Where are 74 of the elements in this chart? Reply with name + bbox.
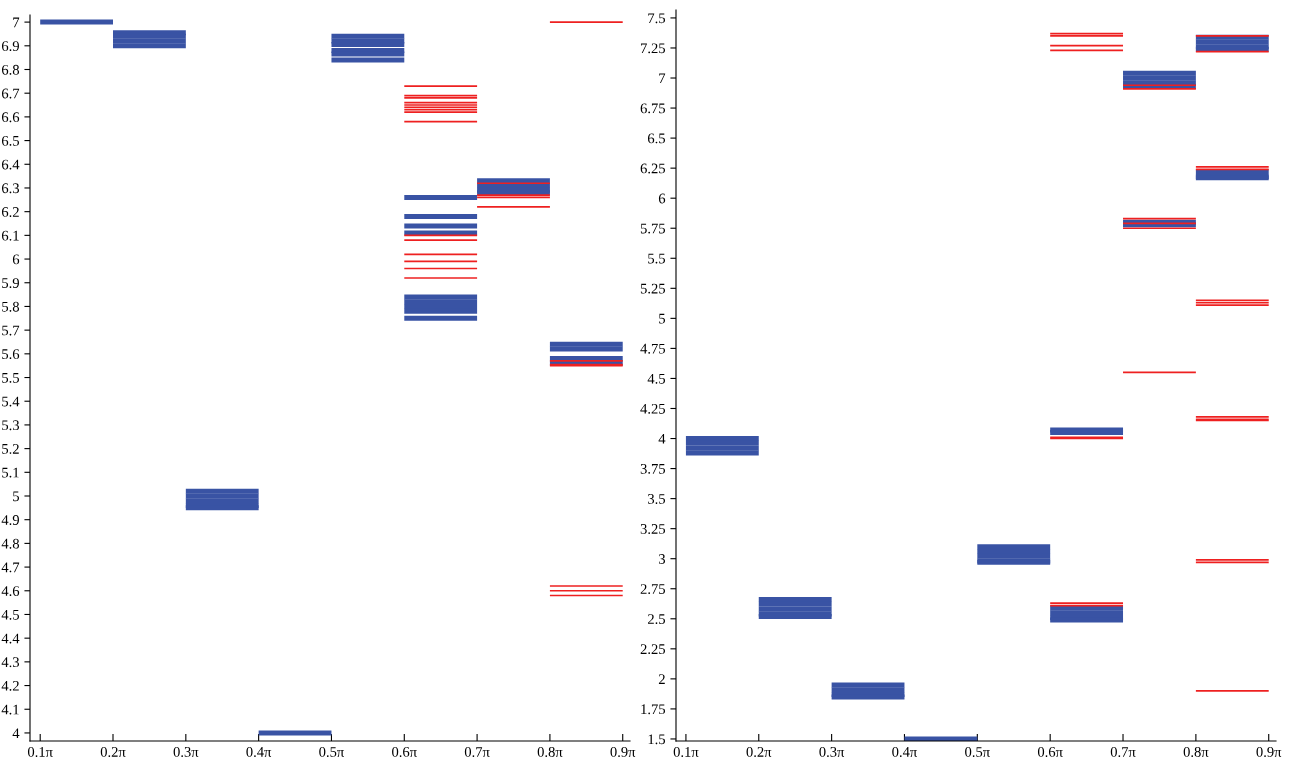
y-tick-label: 1.5 [648, 734, 666, 745]
y-tick-label: 4.1 [1, 704, 19, 715]
y-tick-label: 2.75 [640, 584, 666, 595]
y-tick-label: 6.25 [640, 163, 666, 174]
x-tick-label: 0.3π [173, 746, 199, 757]
x-tick-label: 0.4π [892, 746, 918, 757]
y-tick-label: 6.75 [640, 103, 666, 114]
y-tick-label: 6.2 [1, 207, 19, 217]
x-tick-label: 0.3π [819, 746, 845, 757]
y-tick-label: 6.3 [1, 183, 20, 194]
y-tick-label: 1.75 [641, 704, 666, 715]
y-tick-label: 5.5 [2, 373, 20, 383]
y-tick-label: 7 [659, 73, 666, 84]
x-tick-label: 0.5π [319, 746, 345, 757]
y-tick-label: 6.9 [1, 41, 19, 52]
y-tick-label: 3 [658, 554, 666, 564]
y-tick-label: 4.7 [1, 562, 20, 573]
y-tick-label: 4.6 [1, 586, 20, 597]
x-tick-label: 0.8π [537, 746, 563, 757]
y-tick-label: 6.6 [1, 112, 20, 123]
y-tick-label: 5.4 [2, 396, 20, 407]
y-tick-label: 6.5 [1, 135, 20, 146]
x-tick-label: 0.4π [246, 746, 272, 757]
x-tick-label: 0.2π [746, 746, 772, 757]
y-tick-label: 6.1 [1, 230, 19, 241]
y-tick-label: 6.4 [1, 159, 20, 170]
y-tick-label: 6.7 [1, 88, 20, 99]
x-tick-label: 0.2π [100, 746, 126, 757]
y-tick-label: 5 [13, 491, 20, 502]
x-tick-label: 0.5π [965, 746, 990, 757]
x-tick-label: 0.1π [27, 746, 53, 757]
y-tick-label: 5.7 [2, 325, 20, 336]
y-tick-label: 6 [12, 254, 20, 265]
y-tick-label: 3.25 [640, 524, 666, 534]
y-tick-label: 2.5 [647, 614, 666, 625]
y-tick-label: 5.75 [640, 223, 666, 234]
y-tick-label: 5.9 [2, 278, 19, 289]
y-tick-label: 4.5 [1, 609, 20, 620]
x-tick-label: 0.7π [464, 746, 490, 757]
y-tick-label: 4.3 [1, 657, 20, 668]
y-tick-label: 4 [12, 728, 20, 738]
y-tick-label: 3.75 [640, 463, 666, 474]
y-tick-label: 5.3 [2, 420, 20, 431]
x-tick-label: 0.6π [392, 746, 417, 757]
y-tick-label: 6 [658, 193, 666, 204]
y-tick-label: 5.25 [640, 283, 666, 294]
y-tick-label: 4.4 [1, 633, 20, 644]
y-tick-label: 7.5 [648, 13, 666, 24]
x-tick-label: 0.1π [673, 746, 699, 757]
x-tick-label: 0.7π [1110, 746, 1136, 757]
x-tick-label: 0.6π [1037, 746, 1063, 757]
y-tick-label: 4.8 [1, 538, 20, 549]
y-tick-label: 5.1 [2, 467, 19, 478]
y-tick-label: 2.25 [640, 644, 666, 655]
y-tick-label: 4.75 [640, 343, 666, 354]
y-tick-label: 5.2 [2, 444, 19, 454]
y-tick-label: 4.9 [1, 515, 19, 525]
y-tick-label: 5.8 [2, 301, 20, 312]
y-tick-label: 4.2 [1, 680, 19, 691]
y-tick-label: 5.5 [648, 253, 666, 264]
x-tick-label: 0.9π [1256, 746, 1282, 757]
y-tick-label: 6.8 [1, 64, 20, 75]
y-tick-label: 4.25 [640, 403, 666, 414]
y-tick-label: 5.6 [2, 349, 20, 360]
y-tick-label: 6.5 [647, 133, 666, 144]
x-tick-label: 0.9π [610, 746, 636, 757]
y-tick-label: 2 [658, 674, 665, 684]
y-tick-label: 4.5 [647, 373, 666, 384]
x-tick-label: 0.8π [1183, 746, 1209, 757]
y-tick-label: 7.25 [641, 43, 666, 54]
y-tick-label: 5 [659, 313, 666, 324]
y-tick-label: 7 [13, 17, 20, 28]
y-tick-label: 3.5 [648, 494, 666, 504]
y-tick-label: 4 [658, 433, 666, 444]
